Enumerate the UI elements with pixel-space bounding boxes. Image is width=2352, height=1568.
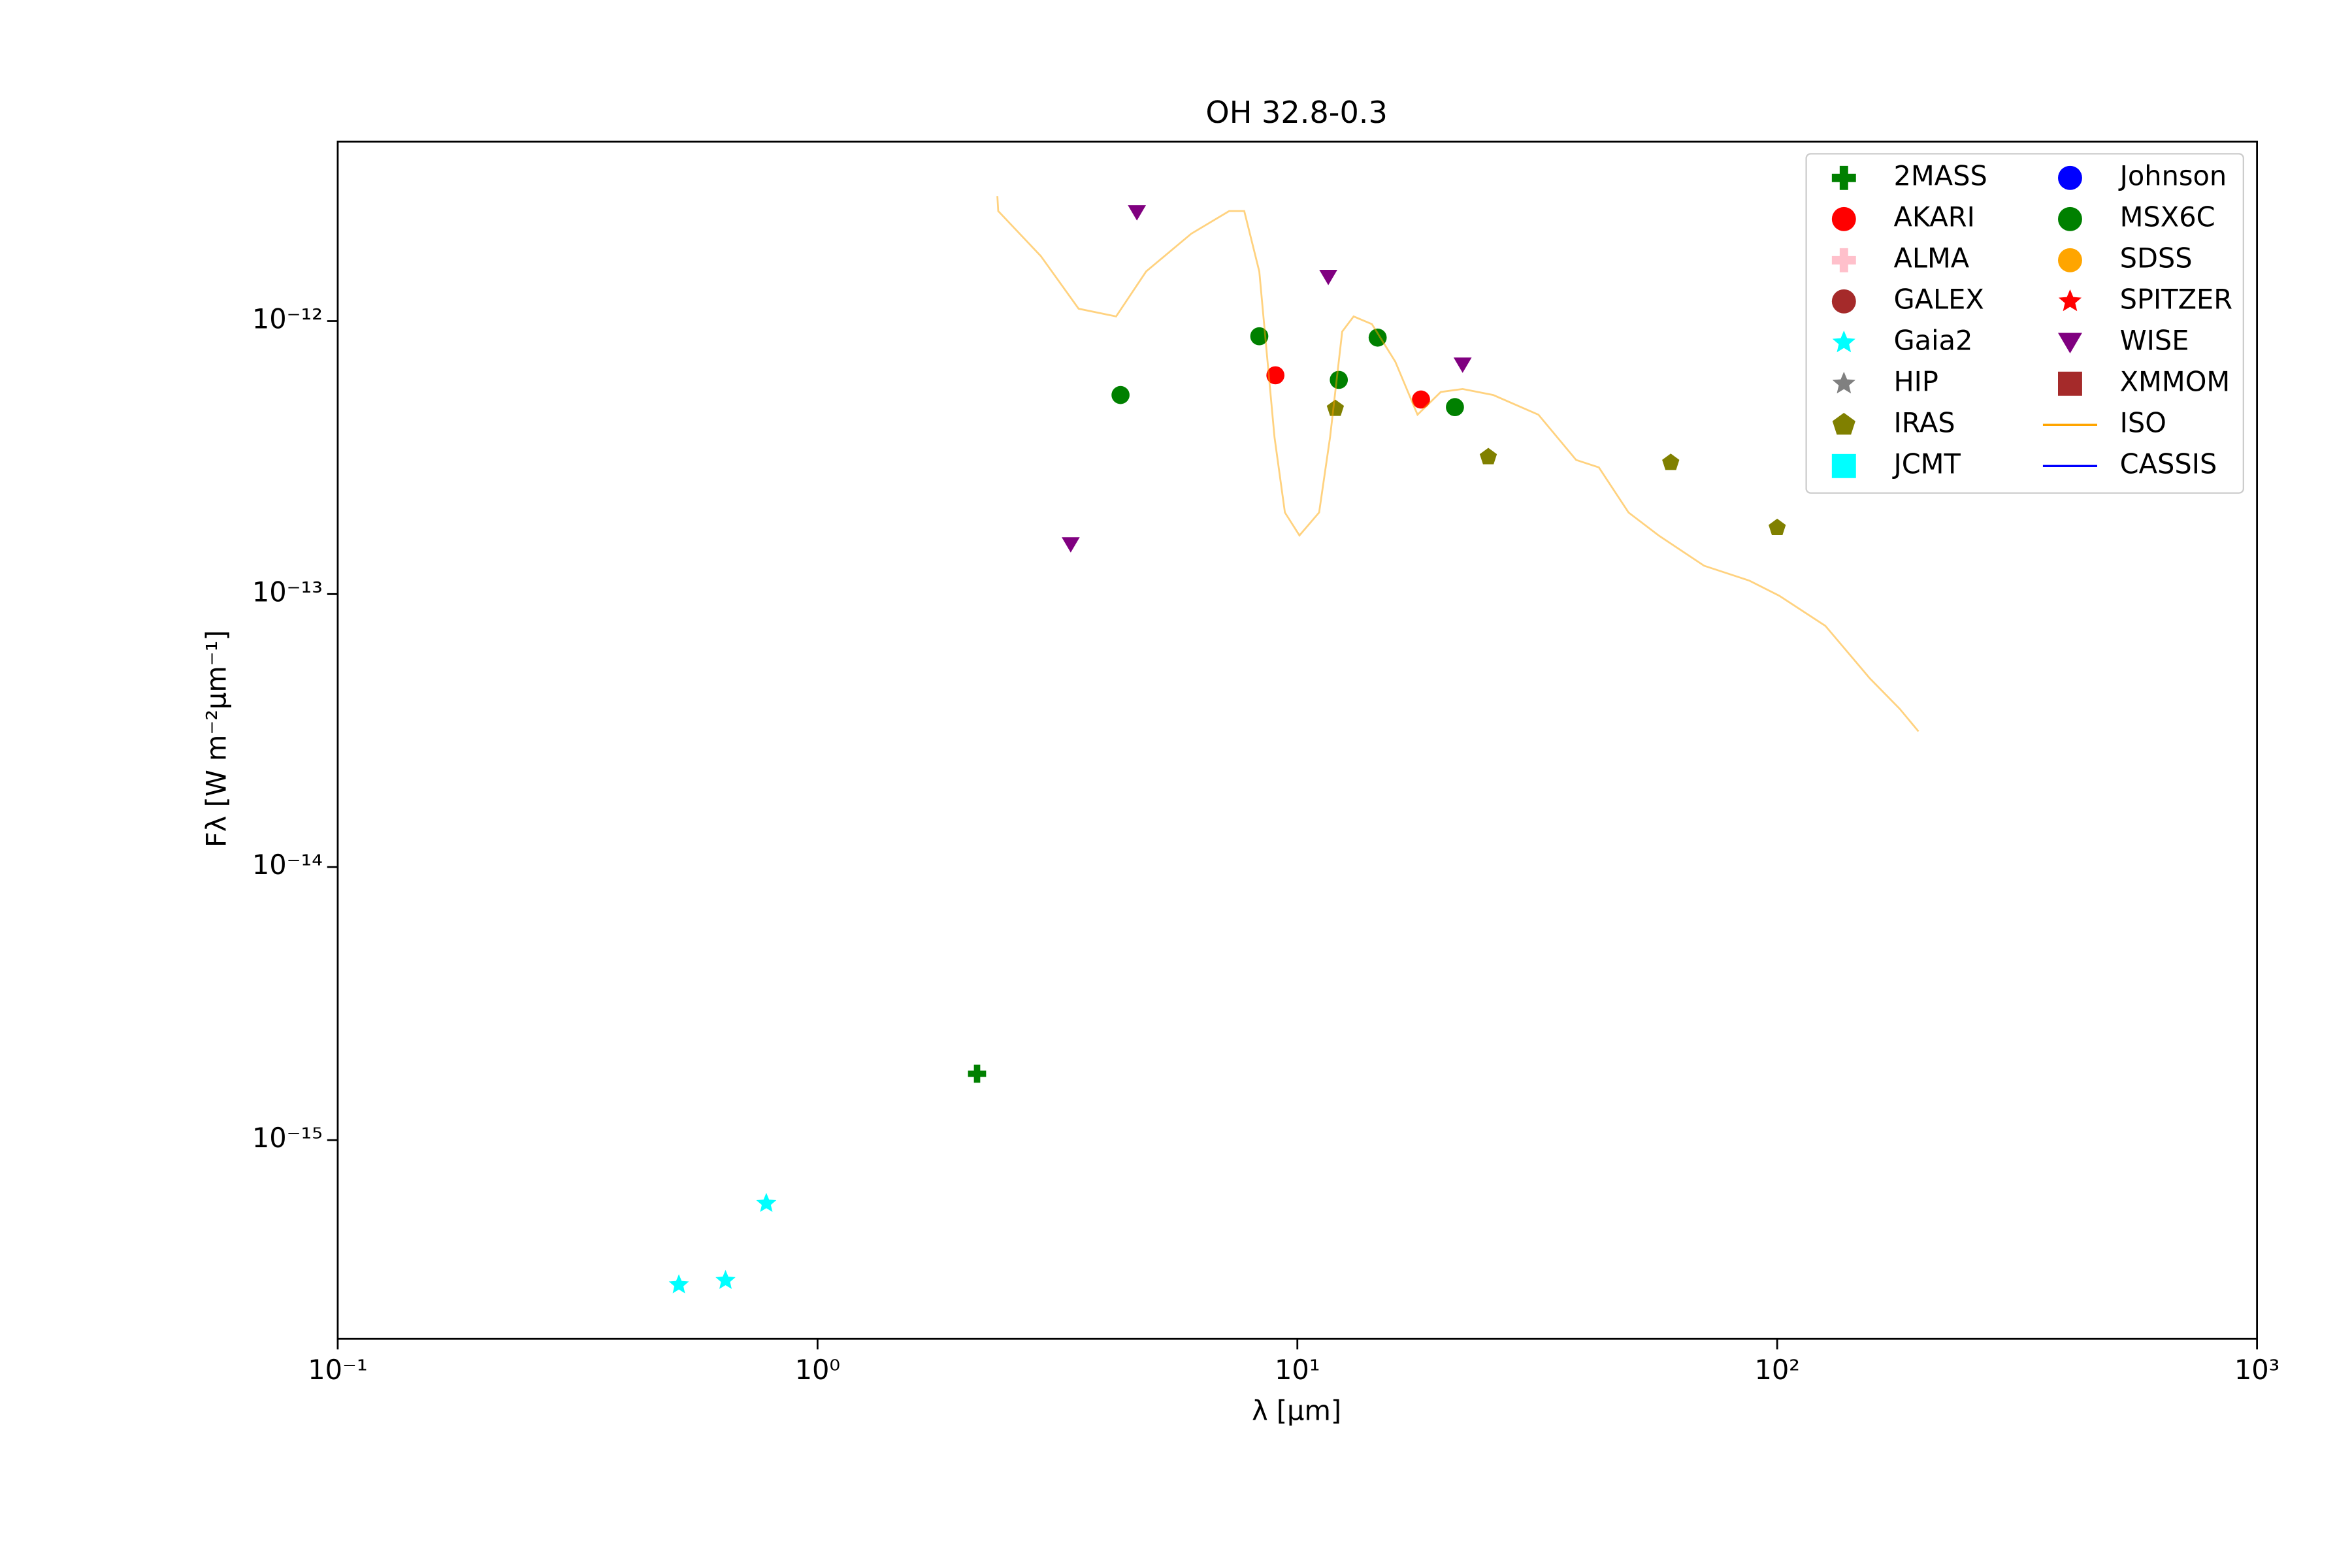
legend-marker xyxy=(1831,165,1856,190)
marker xyxy=(1412,390,1430,409)
y-tick-label: 10⁻¹⁵ xyxy=(252,1122,323,1154)
x-tick-label: 10⁰ xyxy=(795,1354,840,1386)
legend-marker xyxy=(2058,289,2082,312)
marker xyxy=(1266,366,1285,385)
legend-marker xyxy=(1832,330,1855,353)
y-tick-label: 10⁻¹⁴ xyxy=(252,849,323,881)
marker xyxy=(1062,537,1080,553)
legend-label: IRAS xyxy=(1893,406,1955,438)
marker xyxy=(1662,453,1680,470)
chart-title: OH 32.8-0.3 xyxy=(1205,95,1387,130)
legend-marker xyxy=(1831,206,1856,231)
legend-marker xyxy=(2058,165,2082,190)
marker xyxy=(1326,399,1345,416)
x-tick-label: 10² xyxy=(1754,1354,1799,1386)
marker xyxy=(756,1192,777,1213)
marker xyxy=(1128,205,1147,221)
legend-label: GALEX xyxy=(1893,283,1984,315)
legend-label: SDSS xyxy=(2120,242,2193,274)
y-tick-label: 10⁻¹³ xyxy=(252,576,323,608)
plot-frame xyxy=(336,140,2258,1340)
marker xyxy=(1453,357,1472,373)
legend-marker xyxy=(2058,371,2082,396)
legend-label: ISO xyxy=(2120,406,2166,438)
legend-label: SPITZER xyxy=(2120,283,2233,315)
legend-marker xyxy=(1831,248,1856,272)
legend-box xyxy=(1805,153,2244,494)
marker xyxy=(1330,370,1348,389)
legend-label: HIP xyxy=(1893,365,1938,397)
marker xyxy=(1479,448,1497,465)
legend-marker xyxy=(1832,412,1855,435)
marker xyxy=(1769,518,1786,535)
legend-label: Gaia2 xyxy=(1893,324,1972,356)
legend-label: CASSIS xyxy=(2120,448,2217,480)
legend-label: Johnson xyxy=(2118,159,2227,191)
legend-marker xyxy=(2058,333,2082,353)
legend-label: JCMT xyxy=(1891,448,1961,480)
legend-marker xyxy=(1831,289,1856,314)
marker xyxy=(1446,398,1464,416)
legend-marker xyxy=(2058,248,2082,272)
legend-label: WISE xyxy=(2120,324,2189,356)
legend-marker xyxy=(1832,371,1855,394)
y-axis-label: Fλ [W m⁻²μm⁻¹] xyxy=(201,630,233,847)
legend-label: ALMA xyxy=(1893,242,1969,274)
legend-label: XMMOM xyxy=(2120,365,2230,397)
legend-marker xyxy=(2058,206,2082,231)
marker xyxy=(668,1274,689,1294)
x-axis-label: λ [μm] xyxy=(1252,1394,1341,1426)
x-tick-label: 10¹ xyxy=(1275,1354,1320,1386)
marker xyxy=(715,1269,736,1289)
legend-marker xyxy=(1831,453,1856,478)
legend-label: MSX6C xyxy=(2120,201,2215,233)
marker xyxy=(968,1064,987,1083)
x-tick-label: 10³ xyxy=(2234,1354,2279,1386)
spectrum-line xyxy=(996,196,1919,732)
plot-area xyxy=(668,196,1919,1294)
y-tick-label: 10⁻¹² xyxy=(252,302,323,335)
legend-label: AKARI xyxy=(1893,201,1974,233)
x-tick-label: 10⁻¹ xyxy=(308,1354,367,1386)
marker xyxy=(1319,269,1337,286)
marker xyxy=(1250,327,1269,346)
legend-label: 2MASS xyxy=(1893,159,1987,191)
marker xyxy=(1111,385,1130,404)
legend: 2MASS AKARI ALMA GALEX Gaia2 HIP IRAS JCMT Johns… xyxy=(1805,153,2244,494)
